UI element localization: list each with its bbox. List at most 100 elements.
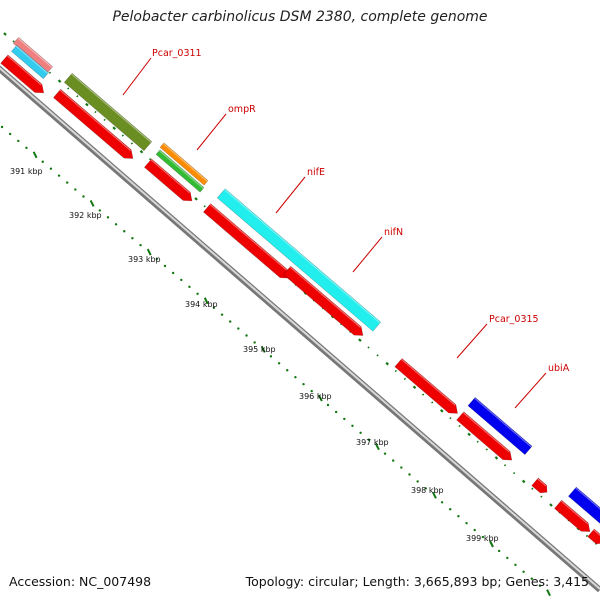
tick-mark <box>269 355 273 358</box>
gene-bar-pcar-0311[interactable] <box>63 72 153 152</box>
tick-mark <box>171 271 175 275</box>
leader-line <box>275 176 306 214</box>
tick-mark <box>48 71 52 74</box>
tick-mark <box>12 40 15 43</box>
gene-label-pcar-0315: Pcar_0315 <box>489 314 539 325</box>
tick-mark <box>530 577 533 580</box>
gene-bar-ompr[interactable] <box>159 142 209 186</box>
tick-mark <box>57 174 61 177</box>
tick-mark <box>130 142 134 145</box>
tick-mark <box>25 146 28 150</box>
tick-mark <box>85 102 89 107</box>
cds-arrow[interactable] <box>143 158 195 205</box>
tick-mark <box>367 346 370 349</box>
cds-arrow[interactable] <box>394 358 461 417</box>
tick-mark <box>3 32 7 36</box>
tick-mark <box>82 195 85 198</box>
tick-mark <box>400 466 403 469</box>
gene-label-nife: nifE <box>307 167 325 178</box>
kbp-label: 391 kbp <box>10 167 43 176</box>
cds-arrow[interactable] <box>202 203 292 283</box>
leader-line <box>514 372 547 409</box>
gene-bar[interactable] <box>12 36 54 74</box>
kbp-label: 394 kbp <box>185 300 218 309</box>
tick-mark <box>449 417 452 420</box>
tick-mark <box>112 126 116 130</box>
tick-mark <box>203 205 206 208</box>
tick-mark <box>49 167 53 170</box>
tick-mark <box>408 473 411 476</box>
tick-mark <box>139 149 144 154</box>
tick-mark <box>503 464 507 467</box>
accession-text: Accession: NC_007498 <box>9 574 152 589</box>
tick-mark <box>485 448 488 451</box>
tick-track-inner <box>0 125 551 597</box>
gene-bar[interactable] <box>11 44 49 80</box>
gene-features[interactable] <box>0 36 600 547</box>
tick-mark <box>229 320 232 323</box>
leader-line <box>352 236 383 273</box>
gene-label-ompr: ompR <box>228 104 256 115</box>
tick-mark <box>114 223 118 226</box>
tick-mark <box>431 401 434 404</box>
cds-arrow[interactable] <box>531 477 551 496</box>
tick-mark <box>432 491 437 499</box>
tick-mark <box>131 237 134 240</box>
tick-mark <box>403 377 407 381</box>
tick-mark <box>146 248 152 256</box>
tick-mark <box>188 285 191 289</box>
tick-mark <box>540 495 543 498</box>
tick-mark <box>522 570 525 573</box>
tick-mark <box>74 188 77 191</box>
tick-mark <box>376 354 379 357</box>
leader-line <box>122 57 152 96</box>
cds-arrow[interactable] <box>554 499 593 536</box>
tick-mark <box>343 417 346 421</box>
genome-summary-text: Topology: circular; Length: 3,665,893 bp… <box>245 574 589 589</box>
tick-mark <box>317 394 323 402</box>
kbp-label: 396 kbp <box>299 392 332 401</box>
kbp-label: 395 kbp <box>243 345 276 354</box>
tick-mark <box>494 456 499 460</box>
tick-mark <box>17 139 20 143</box>
gene-bar-ompr[interactable] <box>155 149 205 193</box>
gene-bar-ubia[interactable] <box>467 396 533 456</box>
tick-mark <box>163 264 167 268</box>
tick-mark <box>385 361 389 366</box>
tick-mark <box>103 118 106 121</box>
gene-label-pcar-0311: Pcar_0311 <box>152 48 202 59</box>
cds-arrow[interactable] <box>456 411 516 465</box>
gene-labels: Pcar_0311 ompR nifE nifN Pcar_0315 ubiA <box>122 48 570 409</box>
tick-mark <box>549 503 553 507</box>
tick-mark <box>67 87 70 90</box>
map-title: Pelobacter carbinolicus DSM 2380, comple… <box>112 9 488 25</box>
gene-bar[interactable] <box>567 486 600 526</box>
tick-mark <box>57 79 62 83</box>
tick-mark <box>383 452 387 455</box>
tick-mark <box>245 334 248 337</box>
tick-mark <box>148 157 152 161</box>
cds-arrow[interactable] <box>283 265 366 339</box>
tick-mark <box>421 393 425 396</box>
tick-mark <box>32 151 38 159</box>
tick-mark <box>521 479 526 484</box>
tick-mark <box>546 589 551 597</box>
tick-mark <box>449 508 452 511</box>
tick-mark <box>358 338 362 342</box>
cds-arrow[interactable] <box>0 54 48 97</box>
gene-bar-nifn[interactable] <box>216 188 382 332</box>
tick-mark <box>424 487 427 490</box>
tick-mark <box>196 292 199 295</box>
tick-mark <box>473 528 476 532</box>
tick-mark <box>277 362 281 365</box>
tick-mark <box>212 306 216 309</box>
kbp-scale-labels: 391 kbp 392 kbp 393 kbp 394 kbp 395 kbp … <box>10 167 499 543</box>
cds-arrow[interactable] <box>53 88 136 162</box>
tick-mark <box>121 134 124 137</box>
tick-mark <box>465 521 468 525</box>
tick-mark <box>585 534 589 538</box>
tick-mark <box>476 440 479 443</box>
tick-mark <box>310 389 313 393</box>
tick-mark <box>392 459 395 462</box>
